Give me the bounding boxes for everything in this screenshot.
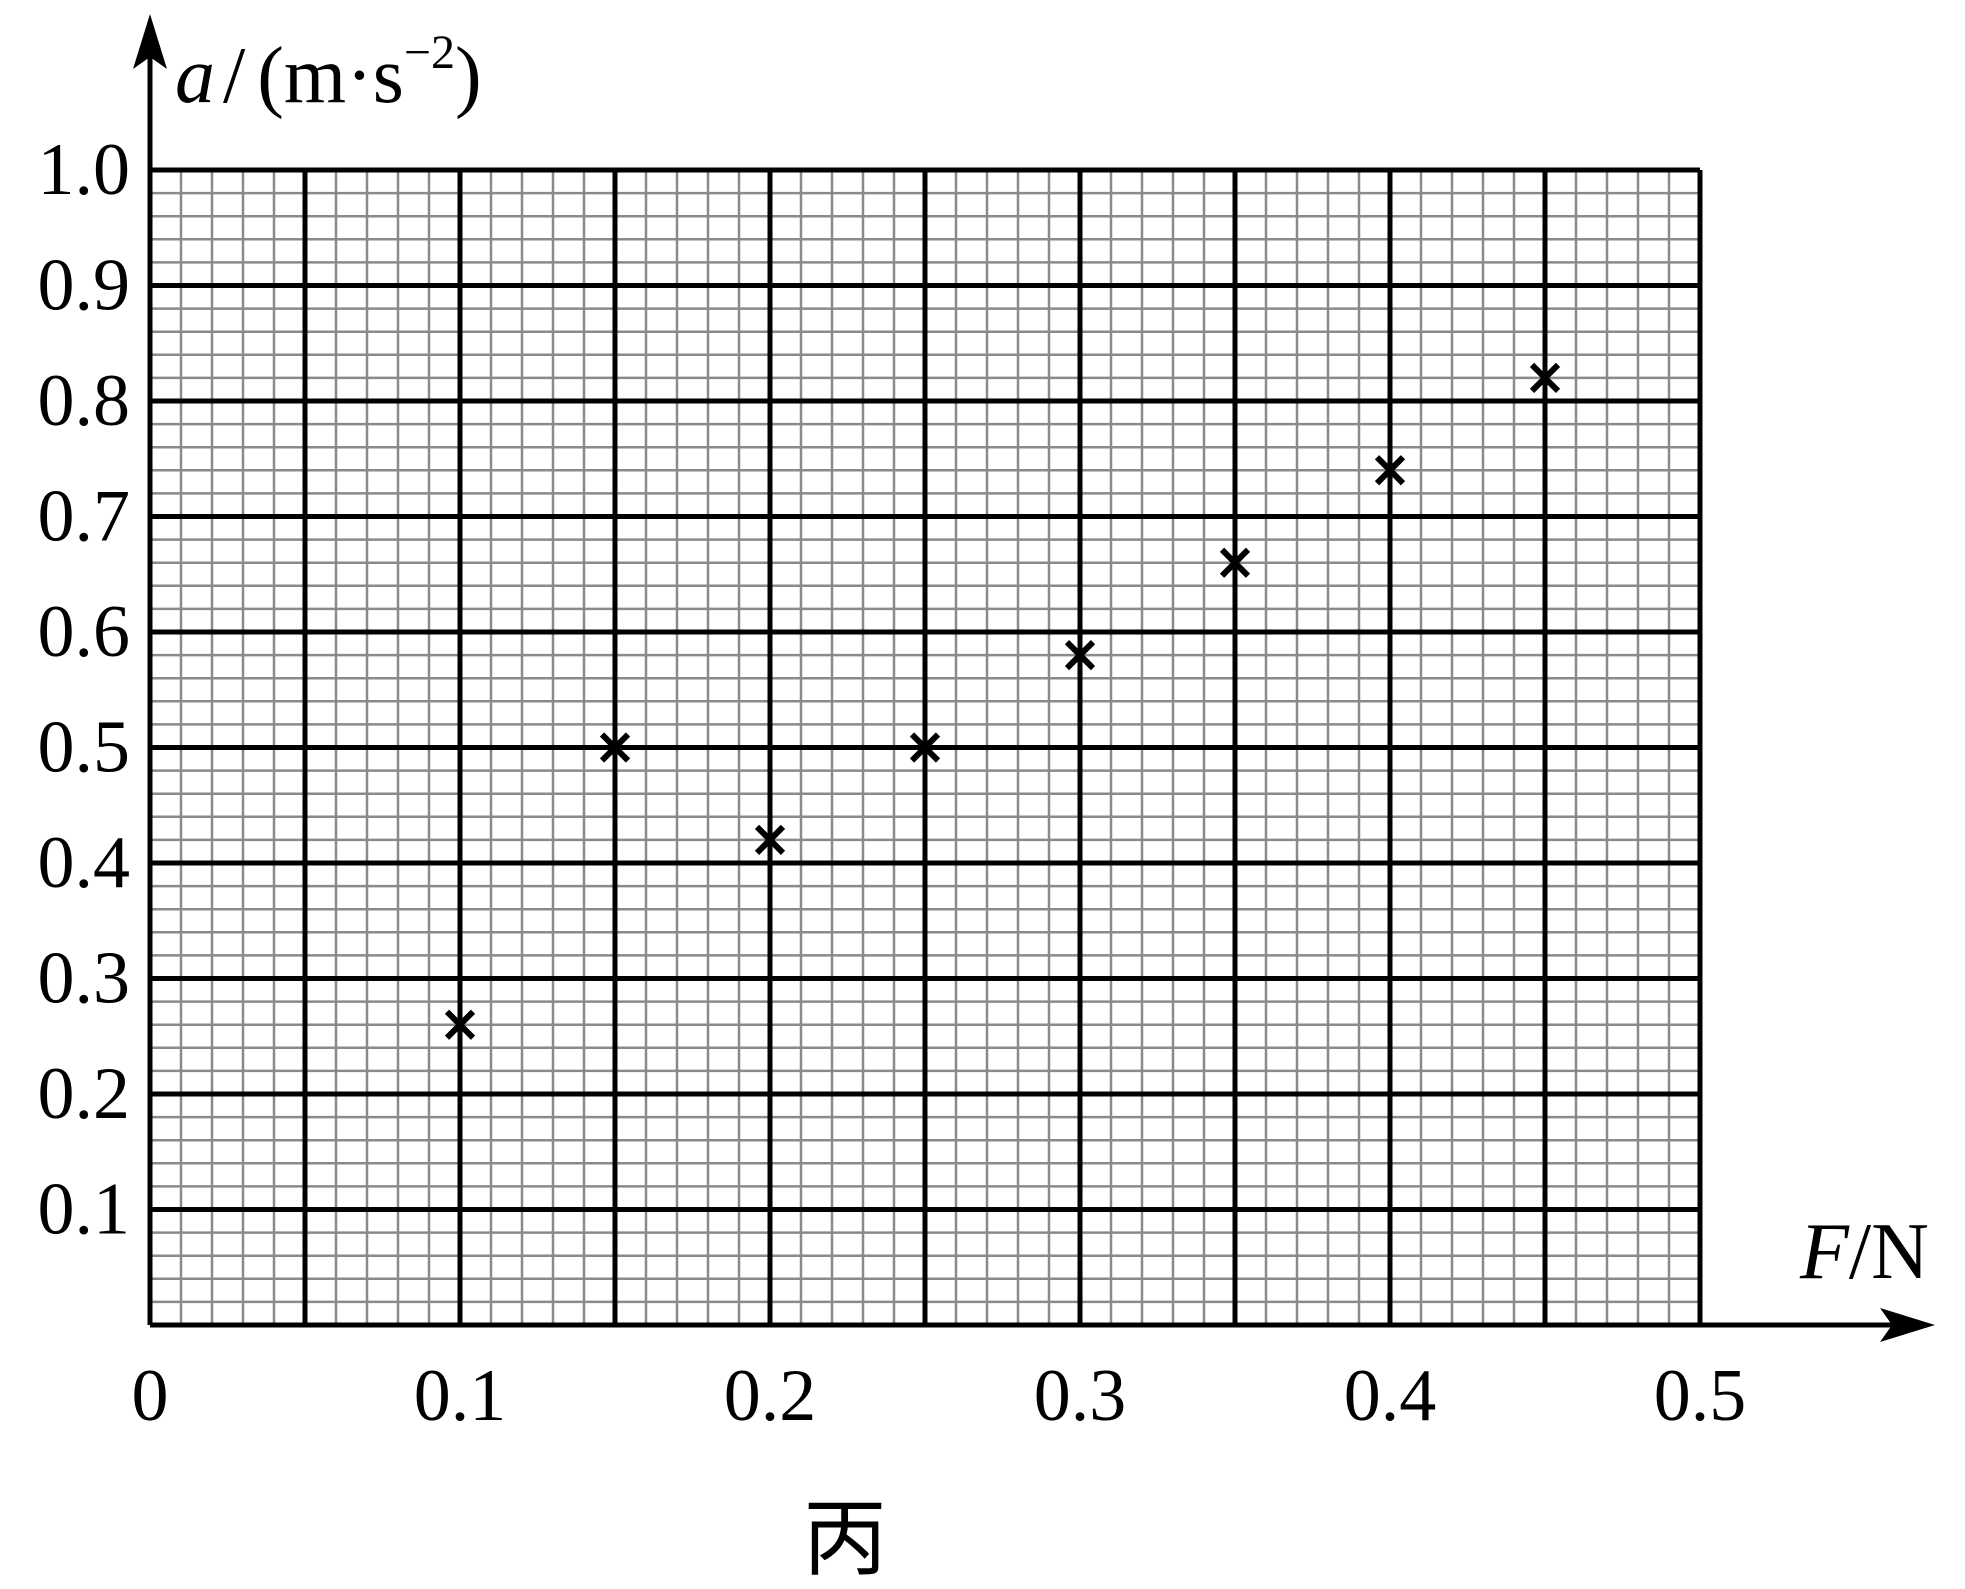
y-axis-arrow-icon bbox=[133, 14, 167, 69]
data-point-marker bbox=[444, 1009, 476, 1040]
data-points bbox=[444, 362, 1561, 1040]
axes bbox=[133, 14, 1935, 1342]
y-axis-symbol: a bbox=[175, 32, 215, 120]
marker-stroke bbox=[1374, 455, 1406, 486]
data-point-marker bbox=[1529, 362, 1561, 394]
y-tick-label: 0.1 bbox=[38, 1169, 131, 1251]
marker-stroke bbox=[1529, 362, 1561, 394]
x-axis-symbol: F bbox=[1799, 1208, 1850, 1296]
y-axis-unit: (m·s bbox=[257, 32, 404, 120]
x-tick-label: 0.5 bbox=[1654, 1355, 1747, 1437]
y-tick-label: 1.0 bbox=[38, 129, 131, 211]
marker-stroke bbox=[909, 732, 941, 763]
data-point-marker bbox=[1374, 455, 1406, 486]
data-point-marker bbox=[599, 732, 631, 763]
x-tick-label: 0.2 bbox=[724, 1355, 817, 1437]
x-tick-label: 0.3 bbox=[1034, 1355, 1127, 1437]
y-tick-label: 0.6 bbox=[38, 591, 131, 673]
y-axis-unit-exponent: −2 bbox=[404, 26, 455, 79]
y-axis-label: a / (m·s−2) bbox=[175, 26, 482, 120]
y-tick-label: 0.8 bbox=[38, 360, 131, 442]
y-tick-label: 0.2 bbox=[38, 1053, 131, 1135]
marker-stroke bbox=[444, 1009, 476, 1040]
data-point-marker bbox=[754, 824, 786, 856]
marker-stroke bbox=[754, 824, 786, 856]
x-tick-label: 0 bbox=[132, 1355, 169, 1437]
figure-caption: 丙 bbox=[803, 1490, 887, 1588]
marker-stroke bbox=[1219, 547, 1251, 578]
data-point-marker bbox=[1064, 639, 1096, 671]
x-axis-label: F/N bbox=[1799, 1208, 1929, 1296]
marker-stroke bbox=[1064, 639, 1096, 671]
x-axis-unit: N bbox=[1871, 1208, 1929, 1296]
data-point-marker bbox=[909, 732, 941, 763]
y-tick-label: 0.5 bbox=[38, 707, 131, 789]
y-tick-labels: 0.1 0.2 0.3 0.4 0.5 0.6 0.7 0.8 0.9 1.0 bbox=[38, 129, 131, 1251]
y-tick-label: 0.9 bbox=[38, 245, 131, 327]
y-tick-label: 0.3 bbox=[38, 938, 131, 1020]
y-tick-label: 0.7 bbox=[38, 476, 131, 558]
x-tick-label: 0.4 bbox=[1344, 1355, 1437, 1437]
x-tick-label: 0.1 bbox=[414, 1355, 507, 1437]
y-tick-label: 0.4 bbox=[38, 822, 131, 904]
x-axis-arrow-icon bbox=[1880, 1308, 1935, 1342]
data-point-marker bbox=[1219, 547, 1251, 578]
x-tick-labels: 0 0.1 0.2 0.3 0.4 0.5 bbox=[132, 1355, 1747, 1437]
marker-stroke bbox=[599, 732, 631, 763]
